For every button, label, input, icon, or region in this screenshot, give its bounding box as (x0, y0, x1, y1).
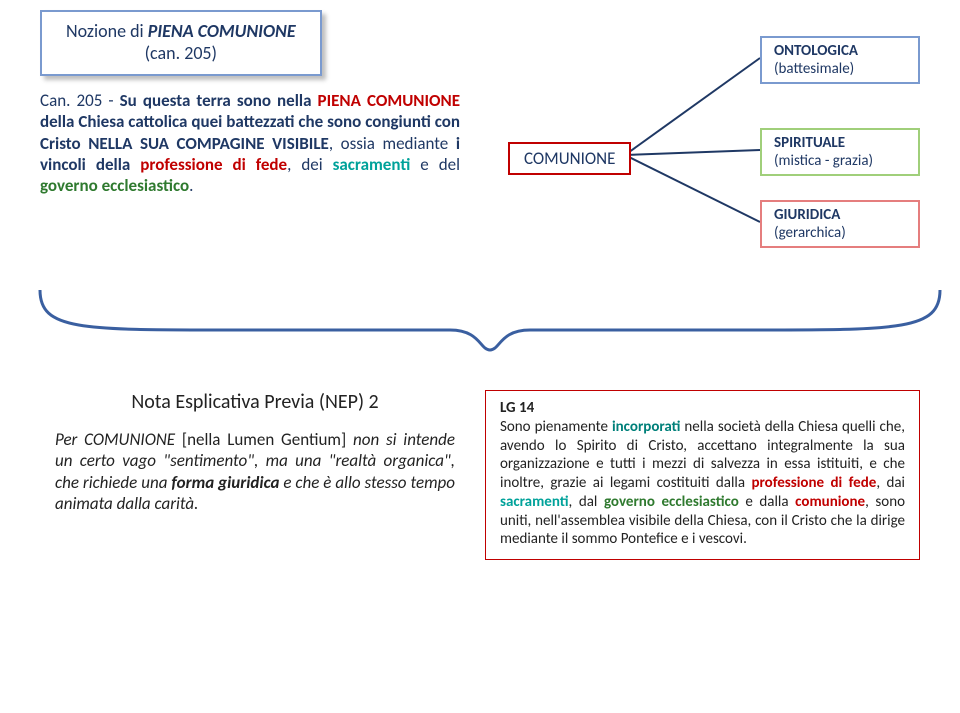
prop-spirituale-sub: (mistica - grazia) (774, 152, 906, 170)
lg14-prof-fede: professione di fede (751, 474, 876, 492)
lg14-s1: Sono pienamente (500, 418, 612, 436)
lg14-comunione: comunione (795, 493, 865, 511)
prop-ontologica: ONTOLOGICA (battesimale) (760, 36, 920, 84)
nep-title: Nota Esplicativa Previa (NEP) 2 (55, 390, 455, 415)
nep-b1: forma giuridica (171, 472, 279, 493)
top-region: Nozione di PIENA COMUNIONE (can. 205) Ca… (0, 0, 960, 310)
lg14-governo: governo ecclesiastico (604, 493, 739, 511)
nep-bracket: [nella Lumen Gentium] (182, 429, 353, 450)
prop-giuridica: GIURIDICA (gerarchica) (760, 200, 920, 248)
prop-giuridica-sub: (gerarchica) (774, 224, 906, 242)
lg14-card: LG 14 Sono pienamente incorporati nella … (485, 390, 920, 560)
prop-ontologica-sub: (battesimale) (774, 60, 906, 78)
prop-spirituale: SPIRITUALE (mistica - grazia) (760, 128, 920, 176)
lg14-hdr: LG 14 (500, 399, 534, 417)
prop-ontologica-hdr: ONTOLOGICA (774, 42, 906, 60)
comunione-node: COMUNIONE (508, 142, 631, 175)
lg14-incorporati: incorporati (612, 418, 681, 436)
nep-p1: Per COMUNIONE (55, 429, 182, 450)
lg14-sacramenti: sacramenti (500, 493, 569, 511)
lg14-s4: , dal (569, 493, 604, 511)
lg14-s5: e dalla (739, 493, 795, 511)
prop-spirituale-hdr: SPIRITUALE (774, 134, 906, 152)
prop-giuridica-hdr: GIURIDICA (774, 206, 906, 224)
nep-block: Nota Esplicativa Previa (NEP) 2 Per COMU… (55, 390, 455, 514)
nep-body: Per COMUNIONE [nella Lumen Gentium] non … (55, 429, 455, 514)
lg14-s3: , dai (876, 474, 905, 492)
